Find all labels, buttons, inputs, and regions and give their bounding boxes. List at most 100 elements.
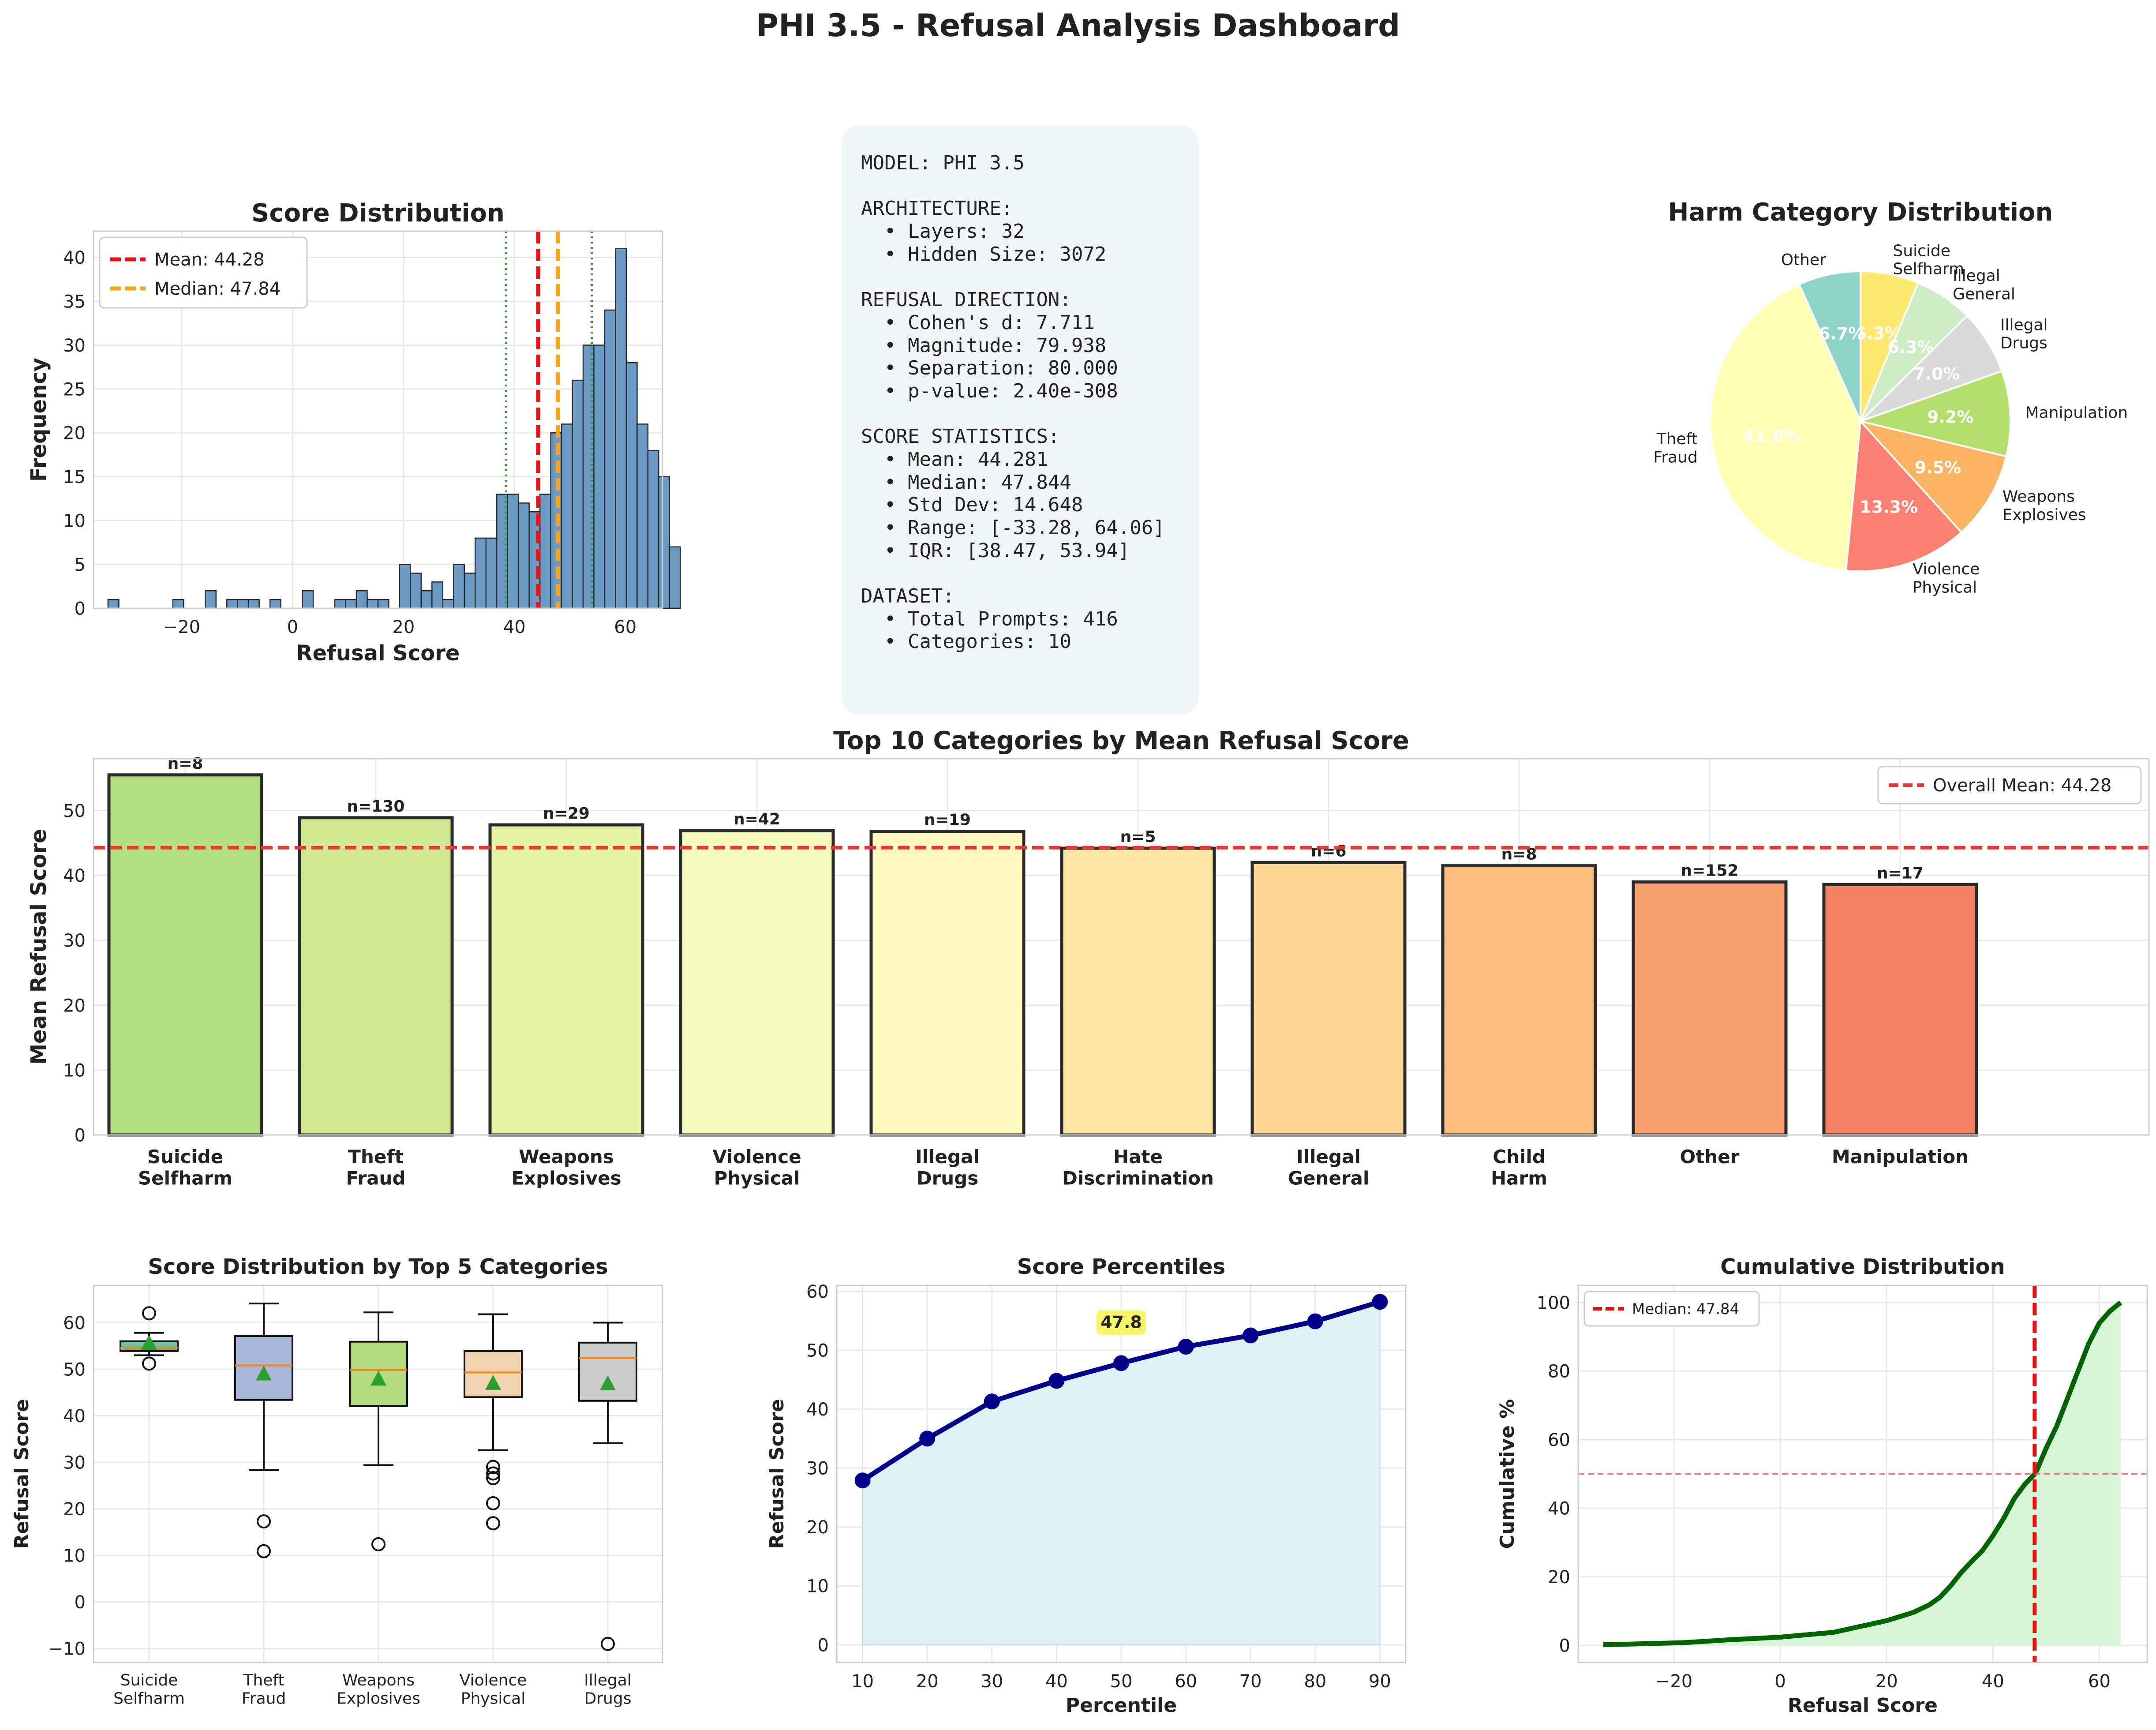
pie-pct-label: 13.3% [1860,498,1918,517]
label-line: Illegal [1953,267,2000,285]
annotation-label: 47.8 [1100,1312,1142,1332]
x-tick-label: 50 [1110,1671,1133,1692]
label-line: Violence [1913,560,1980,578]
info-line: • IQR: [38.47, 53.94] [861,539,1130,562]
x-tick-label: 90 [1369,1671,1391,1692]
y-tick-label: −10 [49,1639,86,1659]
info-line: • Layers: 32 [861,220,1025,243]
label-line: n=8 [168,755,203,773]
label-line: 40 [63,866,86,886]
histogram-bar [485,537,498,609]
label-line: 60 [614,617,636,637]
percentile-point [919,1430,936,1447]
legend-box [99,236,308,309]
info-spacer [861,266,1199,288]
label-line: Other [1680,1146,1740,1168]
x-tick-label: Child Harm [1491,1146,1547,1189]
label-line: Physical [461,1689,525,1708]
y-tick-label: 10 [63,1546,86,1566]
y-tick-label: 80 [1548,1362,1570,1382]
legend-label: Overall Mean: 44.28 [1933,775,2111,796]
label-line: Mean Refusal Score [26,829,51,1065]
y-tick-label: 100 [1537,1293,1570,1313]
outlier-point [486,1466,500,1481]
label-line: Drugs [917,1167,979,1189]
label-line: 50 [63,801,86,821]
label-line: 15 [63,467,86,487]
label-line: 30 [63,1453,86,1473]
info-line: • Categories: 10 [861,630,1071,653]
label-line: Manipulation [2025,404,2128,422]
histogram-bar [464,573,476,609]
info-line: • Hidden Size: 3072 [861,243,1107,266]
x-tick-label: Violence Physical [460,1671,527,1708]
label-line: n=19 [924,811,971,829]
x-tick-label: 0 [1774,1671,1785,1692]
info-line: MODEL: PHI 3.5 [861,152,1025,174]
label-line: n=29 [543,805,590,823]
label-line: Weapons [519,1146,614,1168]
x-tick-label: Illegal Drugs [584,1671,632,1708]
histogram-bar [269,599,281,609]
label-line: Top 10 Categories by Mean Refusal Score [833,726,1409,755]
mean-marker [256,1365,272,1381]
y-tick-label: 20 [806,1517,829,1538]
histogram-bar [507,494,519,609]
label-line: Physical [714,1167,800,1189]
label-line: Score Distribution [251,199,505,228]
histogram-bar [431,581,444,609]
x-axis-label: Refusal Score [296,641,460,666]
label-line: Violence [712,1146,801,1168]
percentile-point [984,1393,1000,1410]
info-line: • Range: [-33.28, 64.06] [861,517,1165,539]
category-bar [1441,864,1597,1137]
x-tick-label: 80 [1304,1671,1326,1692]
label-line: Explosives [337,1689,420,1708]
axes-frame [93,230,663,609]
histogram-bar [572,379,584,609]
boxplot-panel: Suicide Selfharm Theft Fraud Weapons Explosiv… [11,1254,663,1708]
histogram-bar [399,564,411,609]
label-line: Overall Mean: 44.28 [1933,775,2111,796]
axes-frame [93,1284,663,1663]
y-tick-label: 60 [63,1313,86,1333]
label-line: Explosives [511,1167,621,1189]
mean-marker [600,1375,616,1390]
histogram-bar [625,362,638,609]
histogram-bar [453,564,465,609]
label-line: 25 [63,379,86,400]
label-line: 6.7% [1819,324,1865,343]
percentile-point [1178,1338,1194,1355]
chart-title: Harm Category Distribution [1668,198,2053,227]
pie-slice [1860,315,2003,422]
label-line: 40 [806,1400,829,1420]
pie-slice [1857,370,2011,458]
histogram-bar [302,590,314,609]
annotation-box [1097,1310,1146,1335]
legend-box [1583,1291,1760,1327]
x-tick-label: Theft Fraud [242,1671,286,1708]
histogram-bar [367,599,379,609]
histogram-bar [247,599,260,609]
x-tick-label: 40 [503,617,526,637]
y-tick-label: 25 [63,379,86,400]
label-line: Score Distribution by Top 5 Categories [148,1254,608,1279]
cdf-panel: 0 20 40 60 80 100 −20 0 20 40 60 Cumulative Distrib… [1496,1254,2148,1717]
label-line: Selfharm [1893,260,1964,278]
y-tick-label: 20 [1548,1567,1570,1588]
info-line: • Total Prompts: 416 [861,607,1118,630]
histogram-bar [582,345,595,609]
y-tick-label: 30 [63,336,86,356]
label-line: Median: 47.84 [1632,1300,1739,1318]
x-tick-label: −20 [163,617,200,637]
pie-slice [1845,419,1963,572]
percentile-point [1243,1327,1259,1344]
info-spacer [861,562,1199,585]
label-line: 30 [806,1459,829,1479]
histogram-bar [377,599,389,609]
label-line: 0 [287,617,298,637]
category-bars-panel: n=8 Suicide Selfharm n=130 Theft Fraud n=29 Wea… [26,726,2150,1189]
pie-slice-label: Illegal General [1953,267,2015,303]
info-line: • Separation: 80.000 [861,357,1118,380]
category-bar [1060,846,1216,1137]
